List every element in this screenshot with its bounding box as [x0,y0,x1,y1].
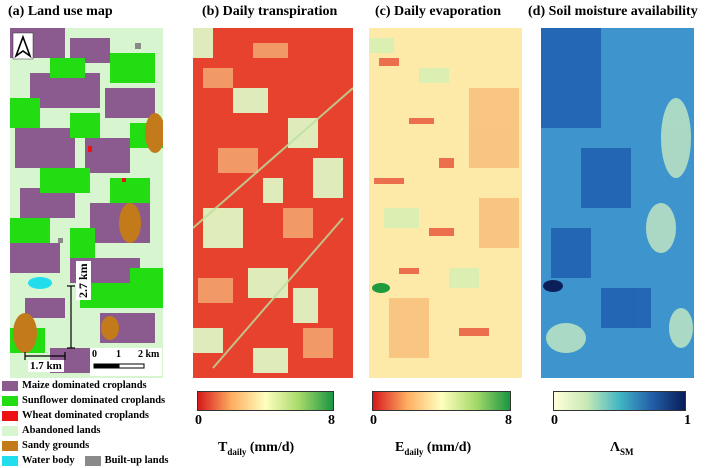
legend-swatch [2,410,18,421]
label-unit: (mm/d) [246,440,295,455]
label-symbol: Λ [610,440,621,455]
legend-label: Built-up lands [104,455,169,466]
transpiration-colorbar-max: 8 [328,413,335,428]
label-subscript: SM [620,446,634,457]
land-use-map [10,28,163,378]
soil-moisture-colorbar [553,391,686,411]
legend-label: Abandoned lands [22,425,101,436]
legend-item-water-builtup: Water body Built-up lands [2,453,182,468]
label-unit: (mm/d) [423,440,472,455]
legend-label: Maize dominated croplands [22,380,147,391]
legend-label: Sandy grounds [22,440,90,451]
scale-bar [93,363,145,369]
legend-label: Water body [22,455,75,466]
transpiration-colorbar-min: 0 [195,413,202,428]
label-symbol: E [395,440,405,455]
legend-swatch [2,395,18,406]
land-use-legend: Maize dominated croplands Sunflower domi… [2,378,182,468]
label-subscript: daily [227,446,247,457]
legend-label: Wheat dominated croplands [22,410,149,421]
label-subscript: daily [404,446,424,457]
transpiration-colorbar [197,391,334,411]
legend-item-sandy: Sandy grounds [2,438,182,453]
panel-c-title: (c) Daily evaporation [375,4,501,19]
dimension-horizontal-label: 1.7 km [28,360,64,372]
scale-tick-0: 0 [92,349,97,360]
legend-swatch [2,440,18,451]
panel-a-title: (a) Land use map [8,4,113,19]
transpiration-colorbar-label: Tdaily (mm/d) [218,440,294,457]
legend-swatch [84,455,101,466]
evaporation-colorbar [372,391,511,411]
legend-item-maize: Maize dominated croplands [2,378,182,393]
scale-tick-2: 2 km [138,349,160,360]
panel-d-title: (d) Soil moisture availability [528,4,698,19]
evaporation-map [369,28,522,378]
panel-b-title: (b) Daily transpiration [202,4,338,19]
soil-moisture-map [541,28,694,378]
evaporation-colorbar-max: 8 [505,413,512,428]
scale-tick-1: 1 [116,349,121,360]
transpiration-map [193,28,353,378]
soil-moisture-colorbar-min: 0 [551,413,558,428]
soil-moisture-colorbar-label: ΛSM [610,440,634,457]
legend-swatch [2,425,18,436]
evaporation-colorbar-min: 0 [370,413,377,428]
north-arrow-icon [12,32,34,60]
dimension-vertical-label: 2.7 km [76,261,91,300]
legend-label: Sunflower dominated croplands [22,395,166,406]
evaporation-colorbar-label: Edaily (mm/d) [395,440,471,457]
dimension-markers [24,285,75,360]
legend-item-abandoned: Abandoned lands [2,423,182,438]
soil-moisture-colorbar-max: 1 [684,413,691,428]
label-symbol: T [218,440,228,455]
legend-item-wheat: Wheat dominated croplands [2,408,182,423]
legend-swatch [2,455,18,466]
legend-swatch [2,380,18,391]
legend-item-sunflower: Sunflower dominated croplands [2,393,182,408]
